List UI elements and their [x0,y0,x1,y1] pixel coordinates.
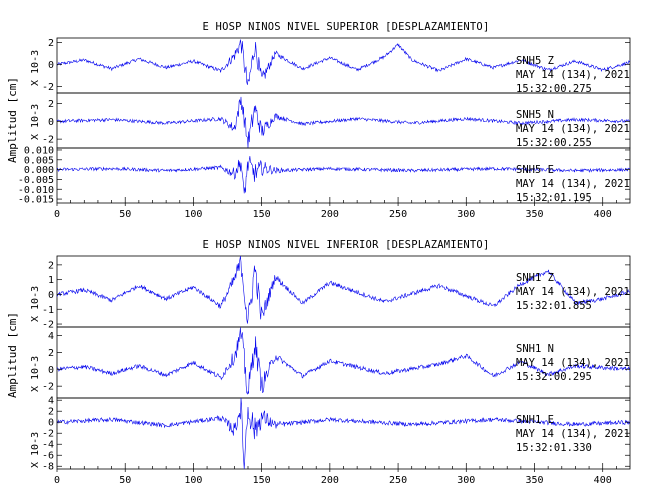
xtick-label: 350 [525,209,543,220]
date-label: MAY 14 (134), 2021 [516,123,630,135]
ytick-group: 420-2-4-6-8 [42,396,630,473]
xtick-label: 400 [594,475,612,486]
station-label: SNH5 E [516,164,554,176]
trace-snh1-e [56,397,631,470]
ytick-label: 4 [48,396,54,407]
ytick-label: -2 [42,429,54,440]
panel-snh5-n: 2 0 -2 X 10-3 SNH5 N MAY 14 (134), 2021 15… [30,92,631,149]
ytick-label: -0.010 [18,185,54,196]
ytick-label: 2 [48,38,54,49]
xtick-label: 400 [594,209,612,220]
panel-snh1-e: 420-2-4-6-8 X 10-3 SNH1 E MAY 14 (134), … [30,396,631,473]
xtick-label: 0 [54,209,60,220]
time-label: 15:32:00.295 [516,371,592,383]
ytick-label: 0.010 [24,145,54,156]
xtick-label: 50 [119,475,131,486]
time-label: 15:32:01.195 [516,192,592,204]
ytick-group: 2 1 0 -1 -2 [42,260,630,331]
xtick-label: 350 [525,475,543,486]
ytick-label: 2 [48,99,54,110]
station-label: SNH1 Z [516,272,554,284]
ytick-group: 4 2 0 -2 [42,331,630,393]
station-label: SNH1 N [516,343,554,355]
chart-title-superior: E HOSP NINOS NIVEL SUPERIOR [DESPLAZAMIE… [203,21,490,33]
xtick-label: 150 [253,475,271,486]
ytick-label: 2 [48,348,54,359]
station-label: SNH5 N [516,109,554,121]
ytick-label: -4 [42,440,54,451]
ytick-label: -6 [42,451,54,462]
x-axis-superior: 0 50 100 150 200 250 300 350 400 [54,197,617,220]
ytick-label: -0.015 [18,195,54,206]
date-label: MAY 14 (134), 2021 [516,69,630,81]
panel-snh1-z: 2 1 0 -1 -2 X 10-3 SNH1 Z MAY 14 (134), 2021… [30,255,631,331]
scale-label: X 10-3 [30,50,41,86]
trace-snh5-z [56,39,631,85]
time-label: 15:32:01.330 [516,442,592,454]
station-label: SNH5 Z [516,55,554,67]
ytick-label: -8 [42,462,54,473]
time-label: 15:32:01.855 [516,300,592,312]
date-label: MAY 14 (134), 2021 [516,178,630,190]
xtick-label: 150 [253,209,271,220]
ytick-label: 0 [48,117,54,128]
ytick-label: -2 [42,82,54,93]
ytick-group: 2 0 -2 [42,99,630,146]
trace-snh5-n [56,96,631,149]
time-label: 15:32:00.255 [516,137,592,149]
ytick-label: 2 [48,260,54,271]
ytick-label: 1 [48,275,54,286]
scale-label: X 10-3 [30,286,41,322]
scale-label: X 10-3 [30,356,41,392]
xtick-label: 250 [389,475,407,486]
ytick-label: 2 [48,407,54,418]
ytick-label: -0.005 [18,175,54,186]
ytick-label: 4 [48,331,54,342]
x-axis-inferior: 0 50 100 150 200 250 300 350 400 [54,463,617,486]
date-label: MAY 14 (134), 2021 [516,286,630,298]
xtick-label: 300 [457,209,475,220]
trace-snh5-e [56,156,631,194]
ytick-label: 0 [48,60,54,71]
ytick-label: 0 [48,365,54,376]
ylabel-superior: Amplitud [cm] [6,77,19,163]
ytick-label: -2 [42,382,54,393]
ytick-label: 0 [48,290,54,301]
ytick-label: -2 [42,135,54,146]
xtick-label: 200 [321,209,339,220]
time-label: 15:32:00.275 [516,83,592,95]
panel-snh5-z: 2 0 -2 X 10-3 SNH5 Z MAY 14 (134), 2021 15… [30,37,631,95]
xtick-label: 100 [184,209,202,220]
panel-snh1-n: 4 2 0 -2 X 10-3 SNH1 N MAY 14 (134), 2021 1… [30,326,631,399]
ytick-label: 0.005 [24,155,54,166]
xtick-label: 100 [184,475,202,486]
xtick-label: 200 [321,475,339,486]
ytick-label: -2 [42,320,54,331]
ytick-group: 2 0 -2 [42,38,630,93]
ylabel-inferior: Amplitud [cm] [6,312,19,398]
date-label: MAY 14 (134), 2021 [516,357,630,369]
ytick-label: 0 [48,418,54,429]
date-label: MAY 14 (134), 2021 [516,428,630,440]
ytick-label: 0.000 [24,165,54,176]
trace-snh1-n [56,327,631,395]
xtick-label: 50 [119,209,131,220]
ytick-label: -1 [42,305,54,316]
trace-snh1-z [56,255,631,324]
chart-title-inferior: E HOSP NINOS NIVEL INFERIOR [DESPLAZAMIE… [203,239,490,251]
scale-label: X 10-3 [30,104,41,140]
xtick-label: 0 [54,475,60,486]
scale-label: X 10-3 [30,432,41,468]
xtick-label: 250 [389,209,407,220]
station-label: SNH1 E [516,414,554,426]
xtick-label: 300 [457,475,475,486]
